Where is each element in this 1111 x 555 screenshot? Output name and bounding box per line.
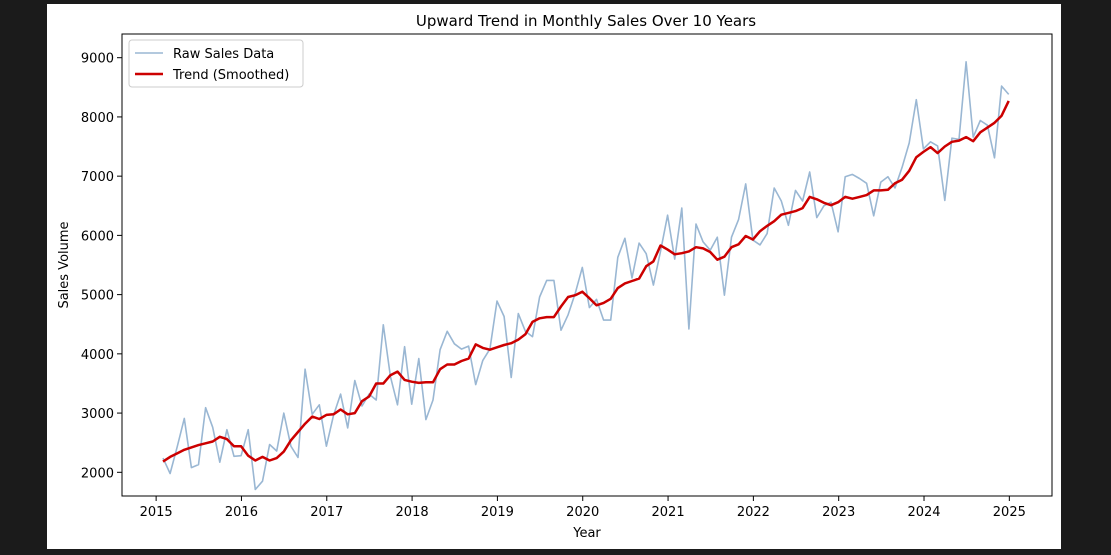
y-tick-label: 2000: [81, 466, 114, 481]
plot-area: [121, 33, 1053, 497]
y-tick-label: 5000: [81, 289, 114, 304]
x-tick-label: 2016: [225, 505, 258, 520]
y-tick-label: 6000: [81, 229, 114, 244]
series-line-trend: [162, 100, 1010, 463]
legend-label-raw: Raw Sales Data: [173, 47, 274, 62]
y-tick-label: 9000: [81, 52, 114, 67]
x-tick-label: 2025: [993, 505, 1026, 520]
y-tick-label: 8000: [81, 111, 114, 126]
x-axis-label: Year: [572, 526, 601, 541]
y-tick-label: 3000: [81, 407, 114, 422]
x-tick-label: 2015: [140, 505, 173, 520]
y-tick-label: 7000: [81, 170, 114, 185]
figure-canvas: [47, 4, 1061, 549]
x-tick-label: 2018: [396, 505, 429, 520]
x-tick-label: 2021: [652, 505, 685, 520]
x-tick-label: 2022: [737, 505, 770, 520]
y-tick-label: 4000: [81, 348, 114, 363]
series-line-raw-sales: [162, 60, 1010, 491]
x-axis: 2015 2016 2017 2018 2019 2020 2021 2022 2023 2024…: [140, 496, 1026, 520]
y-axis-label: Sales Volume: [57, 221, 72, 308]
legend: Raw Sales Data Trend (Smoothed): [128, 39, 304, 88]
x-tick-label: 2019: [481, 505, 514, 520]
x-tick-label: 2017: [310, 505, 343, 520]
x-tick-label: 2024: [907, 505, 940, 520]
chart-title: Upward Trend in Monthly Sales Over 10 Ye…: [416, 12, 756, 30]
x-tick-label: 2020: [566, 505, 599, 520]
legend-label-trend: Trend (Smoothed): [172, 68, 289, 83]
x-tick-label: 2023: [822, 505, 855, 520]
legend-box: [128, 39, 304, 88]
y-axis: 2000 3000 4000 5000 6000 7000 8000 9000: [81, 52, 122, 481]
series-layer: [162, 60, 1010, 491]
